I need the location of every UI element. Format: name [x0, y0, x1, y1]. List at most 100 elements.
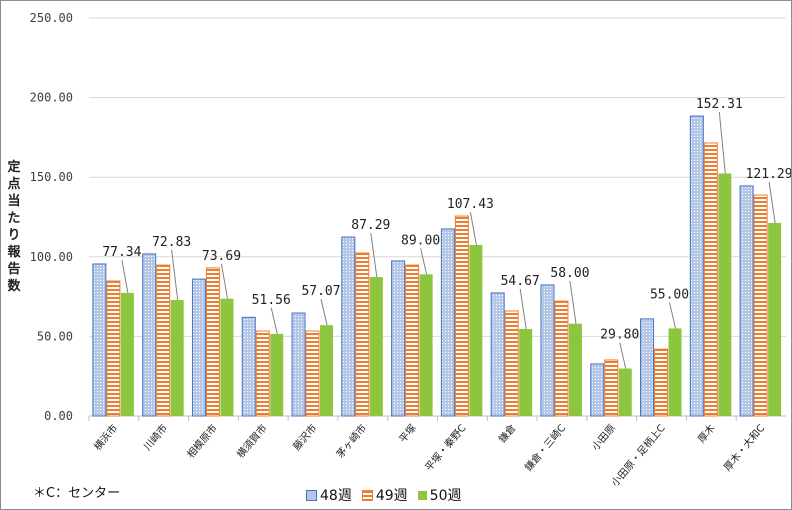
x-category-label: 厚木 — [696, 422, 718, 445]
legend-item-50: 50週 — [417, 485, 462, 505]
bar-50週-川崎市 — [170, 300, 184, 416]
bar-48週-小田原 — [590, 363, 605, 417]
bar-48週-茅ヶ崎市 — [341, 236, 356, 417]
bar-49週-小田原・足柄上C — [654, 348, 669, 417]
bar-48週-相模原市 — [191, 278, 206, 417]
bar-48週-藤沢市 — [291, 312, 306, 417]
bar-50週-小田原 — [618, 368, 632, 416]
legend: 48週 49週 50週 — [306, 485, 461, 505]
bar-49週-横浜市 — [106, 280, 121, 417]
data-label-leader — [619, 342, 627, 369]
bar-50週-横浜市 — [120, 292, 134, 416]
x-category-label: 横須賀市 — [234, 422, 270, 461]
data-label-leader — [220, 263, 228, 299]
legend-item-48: 48週 — [306, 485, 352, 505]
bar-48週-小田原・足柄上C — [640, 318, 655, 417]
x-category-label: 鎌倉 — [496, 422, 519, 446]
y-tick-label: 50.00 — [37, 329, 73, 343]
x-category-label: 平塚・秦野C — [422, 422, 469, 474]
bar-49週-鎌倉 — [504, 310, 519, 417]
bar-50週-厚木 — [718, 173, 732, 416]
x-category-label: 相模原市 — [184, 422, 220, 461]
x-category-label: 茅ヶ崎市 — [333, 422, 369, 461]
bar-50週-茅ヶ崎市 — [369, 277, 383, 416]
y-tick-label: 200.00 — [30, 91, 73, 105]
y-tick-label: 250.00 — [30, 11, 73, 25]
legend-label: 48週 — [320, 488, 352, 504]
data-label: 55.00 — [650, 287, 689, 302]
x-category-label: 厚木・大和C — [721, 422, 768, 474]
bar-48週-平塚 — [391, 260, 406, 417]
bar-50週-小田原・足柄上C — [668, 328, 682, 416]
bar-50週-平塚 — [419, 274, 433, 416]
data-label-leader — [370, 232, 378, 278]
data-label-leader — [171, 249, 179, 301]
bar-49週-厚木・大和C — [753, 194, 768, 417]
footnote: ＊C：センター — [33, 486, 121, 501]
data-label-leader — [469, 211, 477, 246]
y-axis-label: 定点当たり報告数 — [7, 160, 21, 294]
x-category-label: 平塚 — [397, 422, 419, 445]
data-label: 152.31 — [696, 97, 743, 112]
data-label: 73.69 — [202, 249, 241, 264]
x-category-label: 川崎市 — [141, 422, 170, 453]
bar-49週-平塚・秦野C — [454, 215, 469, 417]
bar-48週-川崎市 — [142, 253, 157, 417]
bar-49週-藤沢市 — [305, 330, 320, 417]
legend-swatch-49 — [361, 489, 373, 501]
x-category-label: 横浜市 — [91, 422, 120, 453]
y-tick-label: 150.00 — [30, 170, 73, 184]
bar-48週-厚木・大和C — [739, 185, 754, 417]
x-category-label: 小田原 — [590, 422, 618, 453]
bar-49週-厚木 — [703, 142, 718, 417]
bar-50週-厚木・大和C — [768, 222, 782, 416]
bar-48週-鎌倉 — [490, 292, 505, 417]
x-category-label: 鎌倉・三崎C — [522, 422, 569, 474]
data-label: 58.00 — [550, 266, 589, 281]
data-label-leader — [768, 181, 776, 223]
data-label-leader — [569, 280, 577, 324]
legend-swatch-48 — [306, 489, 317, 501]
legend-label: 50週 — [429, 488, 462, 504]
bar-50週-平塚・秦野C — [469, 244, 483, 416]
data-label: 89.00 — [401, 233, 440, 248]
legend-item-49: 49週 — [361, 485, 408, 505]
data-label: 121.29 — [746, 167, 791, 182]
y-tick-label: 0.00 — [44, 409, 73, 423]
data-label-leader — [519, 288, 527, 330]
data-label: 72.83 — [152, 235, 191, 250]
bar-49週-横須賀市 — [255, 330, 270, 417]
bar-50週-横須賀市 — [270, 333, 284, 416]
data-label: 57.07 — [301, 284, 340, 299]
bar-50週-相模原市 — [220, 298, 234, 416]
data-label: 77.34 — [102, 245, 141, 260]
bar-48週-横須賀市 — [241, 316, 256, 417]
legend-label: 49週 — [375, 488, 408, 504]
data-label-leader — [320, 299, 328, 326]
data-label-leader — [420, 248, 428, 275]
x-category-label: 藤沢市 — [290, 422, 319, 453]
bar-48週-横浜市 — [92, 263, 107, 417]
data-label-leader — [121, 259, 129, 293]
data-label-leader — [270, 307, 278, 335]
data-label-leader — [718, 112, 726, 174]
bar-48週-厚木 — [689, 115, 704, 417]
data-label: 54.67 — [501, 274, 540, 289]
bar-49週-川崎市 — [156, 264, 171, 417]
x-category-label: 小田原・足柄上C — [608, 422, 667, 489]
bar-50週-藤沢市 — [320, 325, 334, 416]
data-label-leader — [669, 302, 677, 329]
bar-49週-茅ヶ崎市 — [355, 252, 370, 417]
data-label: 29.80 — [600, 328, 639, 343]
legend-swatch-50 — [417, 490, 427, 500]
y-tick-label: 100.00 — [30, 250, 73, 264]
data-label: 107.43 — [447, 197, 494, 212]
bar-49週-平塚 — [405, 264, 420, 417]
bar-49週-小田原 — [604, 359, 619, 417]
bar-49週-相模原市 — [205, 267, 220, 417]
data-label: 87.29 — [351, 218, 390, 233]
bar-49週-鎌倉・三崎C — [554, 300, 569, 417]
bar-48週-平塚・秦野C — [440, 228, 455, 417]
